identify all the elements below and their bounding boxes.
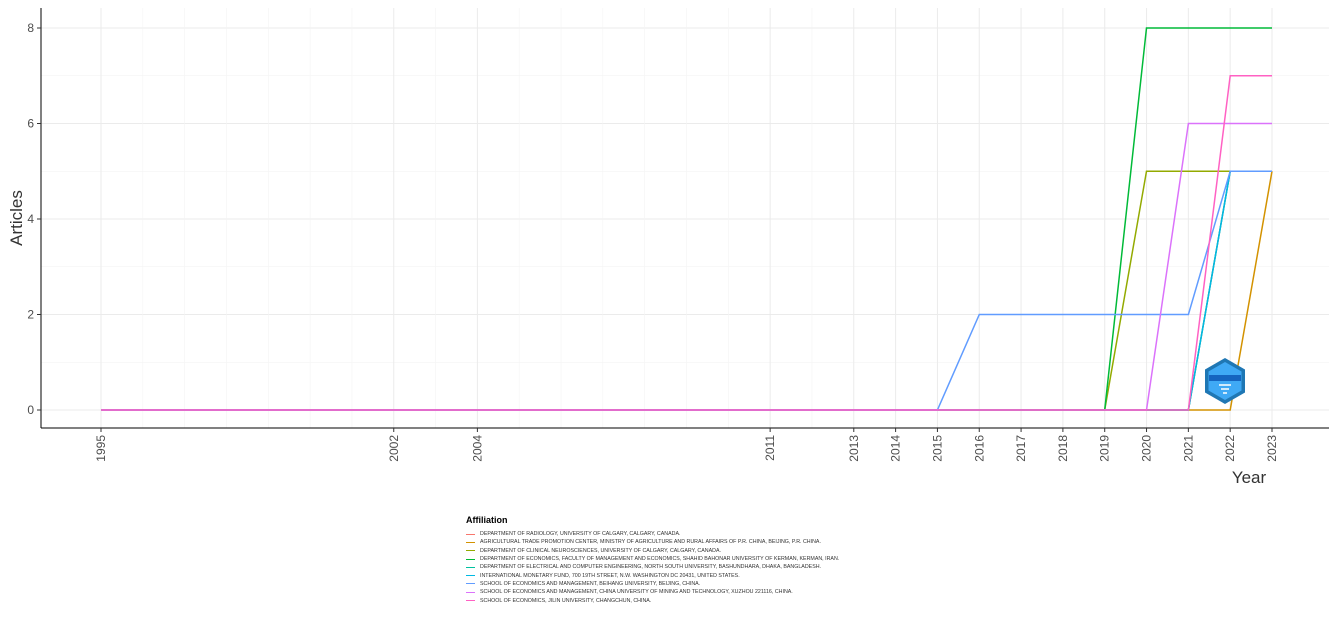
y-tick-label: 6 <box>27 117 34 131</box>
legend-label: DEPARTMENT OF RADIOLOGY, UNIVERSITY OF C… <box>480 531 681 538</box>
legend-swatch <box>466 533 475 535</box>
legend-label: DEPARTMENT OF CLINICAL NEUROSCIENCES, UN… <box>480 547 721 554</box>
x-tick-label: 2019 <box>1098 435 1112 462</box>
y-axis-title: Articles <box>7 190 26 246</box>
legend-label: AGRICULTURAL TRADE PROMOTION CENTER, MIN… <box>480 539 821 546</box>
legend-swatch <box>466 583 475 585</box>
bibliometrix-logo <box>1205 358 1245 404</box>
legend-swatch <box>466 550 475 552</box>
x-tick-label: 2015 <box>930 435 944 462</box>
legend-item: DEPARTMENT OF ECONOMICS, FACULTY OF MANA… <box>466 555 839 563</box>
legend-swatch <box>466 575 475 577</box>
x-tick-label: 2022 <box>1223 435 1237 462</box>
series-lines <box>101 27 1273 411</box>
legend-swatch <box>466 558 475 560</box>
legend-item: DEPARTMENT OF ELECTRICAL AND COMPUTER EN… <box>466 563 839 571</box>
legend-swatch <box>466 566 475 568</box>
legend: Affiliation DEPARTMENT OF RADIOLOGY, UNI… <box>466 515 839 605</box>
legend-item: DEPARTMENT OF CLINICAL NEUROSCIENCES, UN… <box>466 547 839 555</box>
legend-item: SCHOOL OF ECONOMICS AND MANAGEMENT, BEIH… <box>466 580 839 588</box>
x-tick-label: 1995 <box>94 435 108 462</box>
grid-lines <box>41 8 1329 428</box>
legend-label: DEPARTMENT OF ELECTRICAL AND COMPUTER EN… <box>480 564 822 571</box>
x-tick-label: 2020 <box>1140 435 1154 462</box>
x-tick-label: 2016 <box>972 435 986 462</box>
x-tick-label: 2018 <box>1056 435 1070 462</box>
legend-item: DEPARTMENT OF RADIOLOGY, UNIVERSITY OF C… <box>466 530 839 538</box>
x-tick-label: 2004 <box>470 435 484 462</box>
legend-label: DEPARTMENT OF ECONOMICS, FACULTY OF MANA… <box>480 556 840 563</box>
legend-label: SCHOOL OF ECONOMICS AND MANAGEMENT, CHIN… <box>480 589 793 596</box>
x-axis-title: Year <box>1232 468 1267 487</box>
legend-swatch <box>466 541 475 543</box>
legend-label: SCHOOL OF ECONOMICS AND MANAGEMENT, BEIH… <box>480 580 701 587</box>
legend-title: Affiliation <box>466 515 508 525</box>
y-tick-label: 2 <box>27 308 34 322</box>
legend-swatch <box>466 591 475 593</box>
x-tick-label: 2013 <box>847 435 861 462</box>
x-tick-label: 2017 <box>1014 435 1028 462</box>
y-tick-label: 8 <box>27 21 34 35</box>
legend-item: SCHOOL OF ECONOMICS, JILIN UNIVERSITY, C… <box>466 596 839 604</box>
legend-label: INTERNATIONAL MONETARY FUND, 700 19TH ST… <box>480 572 740 579</box>
x-tick-label: 2014 <box>889 435 903 462</box>
legend-label: SCHOOL OF ECONOMICS, JILIN UNIVERSITY, C… <box>480 597 652 604</box>
legend-items: DEPARTMENT OF RADIOLOGY, UNIVERSITY OF C… <box>466 530 839 605</box>
axes: 0 2 4 6 8 1995 2002 2004 2011 2013 2014 2015 2016 201… <box>27 8 1329 462</box>
legend-item: AGRICULTURAL TRADE PROMOTION CENTER, MIN… <box>466 538 839 546</box>
y-tick-label: 0 <box>27 403 34 417</box>
series-line-9 <box>101 75 1272 411</box>
legend-item: SCHOOL OF ECONOMICS AND MANAGEMENT, CHIN… <box>466 588 839 596</box>
y-tick-label: 4 <box>27 212 34 226</box>
x-tick-label: 2011 <box>763 435 777 461</box>
x-tick-label: 2023 <box>1265 435 1279 462</box>
x-tick-label: 2021 <box>1181 435 1195 462</box>
x-tick-label: 2002 <box>387 435 401 462</box>
legend-item: INTERNATIONAL MONETARY FUND, 700 19TH ST… <box>466 571 839 579</box>
legend-swatch <box>466 600 475 602</box>
